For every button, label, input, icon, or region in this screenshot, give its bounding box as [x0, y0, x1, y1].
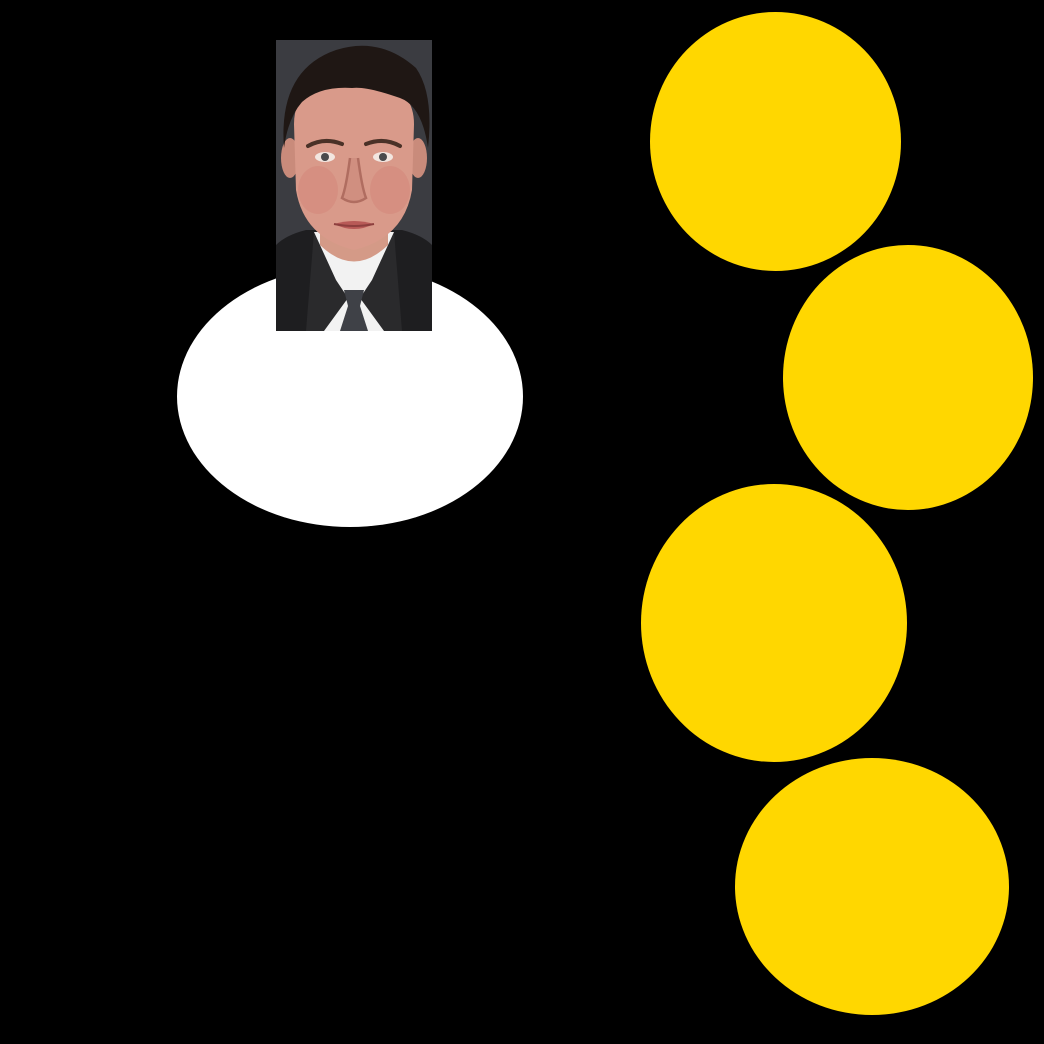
coin[interactable] [641, 484, 907, 762]
coin[interactable] [650, 12, 901, 271]
coin[interactable] [735, 758, 1009, 1015]
player-portrait-image[interactable] [276, 40, 432, 331]
face-portrait-icon [276, 40, 432, 331]
coin[interactable] [783, 245, 1033, 510]
